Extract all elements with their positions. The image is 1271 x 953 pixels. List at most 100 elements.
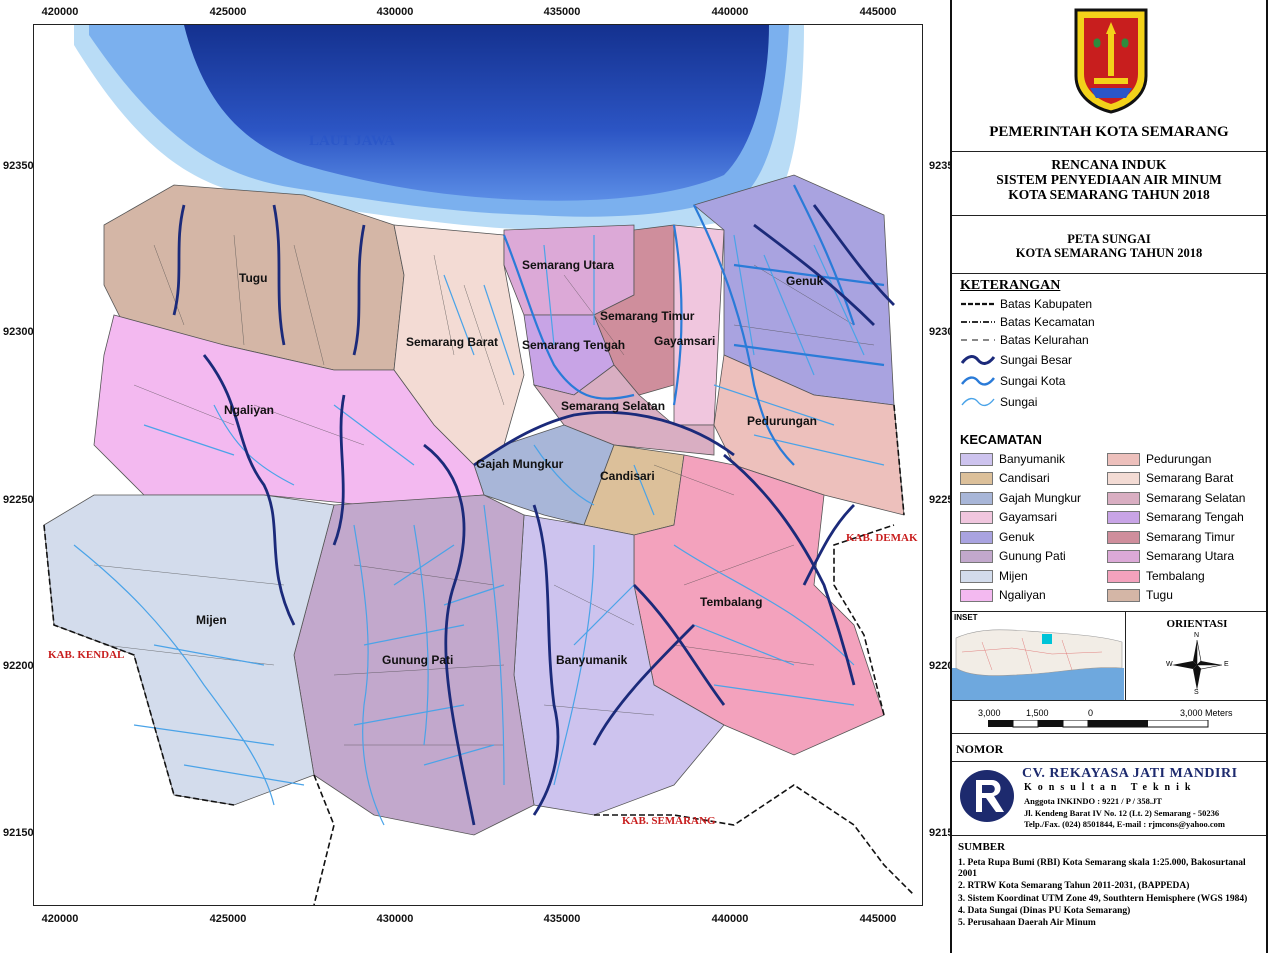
legend-row: Sungai xyxy=(960,394,1037,410)
kecamatan-item: Ngaliyan xyxy=(960,587,1046,603)
kecamatan-label: Mijen xyxy=(999,569,1028,583)
district-label: Gayamsari xyxy=(654,334,716,348)
river-icon xyxy=(961,397,995,407)
kecamatan-swatch xyxy=(1107,452,1140,466)
kecamatan-label: Banyumanik xyxy=(999,452,1066,466)
x-tick-top: 425000 xyxy=(209,6,247,18)
kecamatan-label: Tugu xyxy=(1146,588,1173,602)
kecamatan-item: Pedurungan xyxy=(1107,451,1211,467)
compass-w: W xyxy=(1166,661,1173,668)
city-emblem-icon xyxy=(1074,8,1148,114)
legend-label: Batas Kelurahan xyxy=(1000,333,1089,347)
compass-e: E xyxy=(1224,661,1229,668)
company-subtitle: Konsultan Teknik xyxy=(1024,782,1197,793)
plan-title-line: RENCANA INDUK xyxy=(1051,157,1167,172)
region-label: KAB. DEMAK xyxy=(846,532,918,544)
kecamatan-label: Ngaliyan xyxy=(999,588,1046,602)
company-section: CV. REKAYASA JATI MANDIRI Konsultan Tekn… xyxy=(952,762,1266,836)
kecamatan-swatch xyxy=(960,588,993,602)
kecamatan-label: Gajah Mungkur xyxy=(999,491,1082,505)
kecamatan-item: Genuk xyxy=(960,529,1034,545)
sumber-item: 3. Sistem Koordinat UTM Zone 49, Southte… xyxy=(958,893,1248,904)
legend-row: Sungai Kota xyxy=(960,373,1065,389)
legend-panel: PEMERINTAH KOTA SEMARANG RENCANA INDUK S… xyxy=(950,0,1268,953)
district-label: Semarang Barat xyxy=(406,335,499,349)
plan-title-line: KOTA SEMARANG TAHUN 2018 xyxy=(1008,187,1210,202)
plan-title: RENCANA INDUK SISTEM PENYEDIAAN AIR MINU… xyxy=(952,152,1266,216)
rivers-small xyxy=(73,234,885,826)
kecamatan-title: KECAMATAN xyxy=(960,432,1042,447)
company-name: CV. REKAYASA JATI MANDIRI xyxy=(1022,766,1238,781)
legend-label: Sungai Besar xyxy=(1000,353,1073,367)
gov-header: PEMERINTAH KOTA SEMARANG xyxy=(952,0,1266,152)
kabupaten-boundary xyxy=(43,404,915,905)
map-title: PETA SUNGAI KOTA SEMARANG TAHUN 2018 xyxy=(952,216,1266,274)
scale-bar: 3,000 1,500 0 3,000 Meters xyxy=(952,700,1266,734)
inset-label: INSET xyxy=(954,613,978,622)
orientation-title: ORIENTASI xyxy=(1166,618,1228,630)
kecamatan-swatch xyxy=(1107,530,1140,544)
district-label: Gunung Pati xyxy=(382,653,454,667)
x-tick-top: 420000 xyxy=(41,6,79,18)
nomor-label: NOMOR xyxy=(956,742,1004,756)
x-tick-top: 445000 xyxy=(859,6,897,18)
x-tick-bottom: 425000 xyxy=(209,913,247,925)
kecamatan-label: Genuk xyxy=(999,530,1035,544)
district-label: Ngaliyan xyxy=(224,403,275,417)
gov-title: PEMERINTAH KOTA SEMARANG xyxy=(989,124,1229,140)
kecamatan-item: Gunung Pati xyxy=(960,548,1066,564)
kecamatan-swatch xyxy=(1107,569,1140,583)
x-tick-bottom: 445000 xyxy=(859,913,897,925)
kecamatan-swatch xyxy=(1107,491,1140,505)
kecamatan-swatch xyxy=(960,510,993,524)
company-line: Jl. Kendeng Barat IV No. 12 (Lt. 2) Sema… xyxy=(1024,808,1220,818)
sea-label: LAUT JAWA xyxy=(309,133,395,149)
x-tick-top: 435000 xyxy=(543,6,581,18)
x-tick-bottom: 430000 xyxy=(376,913,414,925)
kecamatan-line-icon xyxy=(961,321,995,323)
company-line: Anggota INKINDO : 9221 / P / 358.JT xyxy=(1024,796,1162,806)
kecamatan-label: Gayamsari xyxy=(999,510,1058,524)
kecamatan-swatch xyxy=(960,491,993,505)
district-label: Tembalang xyxy=(700,595,763,609)
kecamatan-item: Tugu xyxy=(1107,587,1173,603)
legend-section: KETERANGAN Batas Kabupaten Batas Kecamat… xyxy=(952,274,1266,612)
legend-row: Sungai Besar xyxy=(960,352,1072,368)
x-tick-top: 440000 xyxy=(711,6,749,18)
district-label: Mijen xyxy=(196,613,227,627)
district-label: Semarang Utara xyxy=(522,258,615,272)
scale-label: 3,000 xyxy=(978,708,1001,718)
kecamatan-swatch xyxy=(960,452,993,466)
district-label: Banyumanik xyxy=(556,653,628,667)
x-tick-bottom: 420000 xyxy=(41,913,79,925)
kecamatan-label: Semarang Utara xyxy=(1146,549,1235,563)
sea-deep xyxy=(184,25,769,201)
kecamatan-item: Semarang Tengah xyxy=(1107,509,1244,525)
district-label: Pedurungan xyxy=(747,414,818,428)
kecamatan-item: Gayamsari xyxy=(960,509,1057,525)
map-canvas[interactable]: LAUT JAWA Tugu Semarang Utara Genuk Sema… xyxy=(33,24,923,906)
legend-label: Batas Kecamatan xyxy=(1000,315,1095,329)
river-map-svg xyxy=(43,25,915,905)
kelurahan-line-icon xyxy=(961,339,995,341)
compass-n: N xyxy=(1194,632,1200,639)
kecamatan-item: Mijen xyxy=(960,568,1028,584)
kecamatan-swatch xyxy=(960,549,993,563)
x-tick-bottom: 440000 xyxy=(711,913,749,925)
legend-title: KETERANGAN xyxy=(960,278,1061,293)
district-label: Semarang Timur xyxy=(600,309,695,323)
scale-label: 1,500 xyxy=(1026,708,1049,718)
kecamatan-swatch xyxy=(1107,549,1140,563)
district-label: Semarang Tengah xyxy=(522,338,626,352)
sumber-list: 1. Peta Rupa Bumi (RBI) Kota Semarang sk… xyxy=(958,858,1264,930)
kecamatan-item: Semarang Utara xyxy=(1107,548,1234,564)
map-area[interactable]: 420000 425000 430000 435000 440000 44500… xyxy=(0,0,972,953)
nomor-section: NOMOR xyxy=(952,734,1266,762)
kecamatan-label: Candisari xyxy=(999,471,1050,485)
map-title-line: PETA SUNGAI xyxy=(1067,232,1151,246)
scale-label: 3,000 Meters xyxy=(1180,708,1233,718)
kecamatan-item: Tembalang xyxy=(1107,568,1205,584)
rivers-major xyxy=(172,204,895,826)
company-line: Telp./Fax. (024) 8501844, E-mail : rjmco… xyxy=(1024,819,1225,829)
sumber-item: 2. RTRW Kota Semarang Tahun 2011-2031, (… xyxy=(958,881,1190,892)
